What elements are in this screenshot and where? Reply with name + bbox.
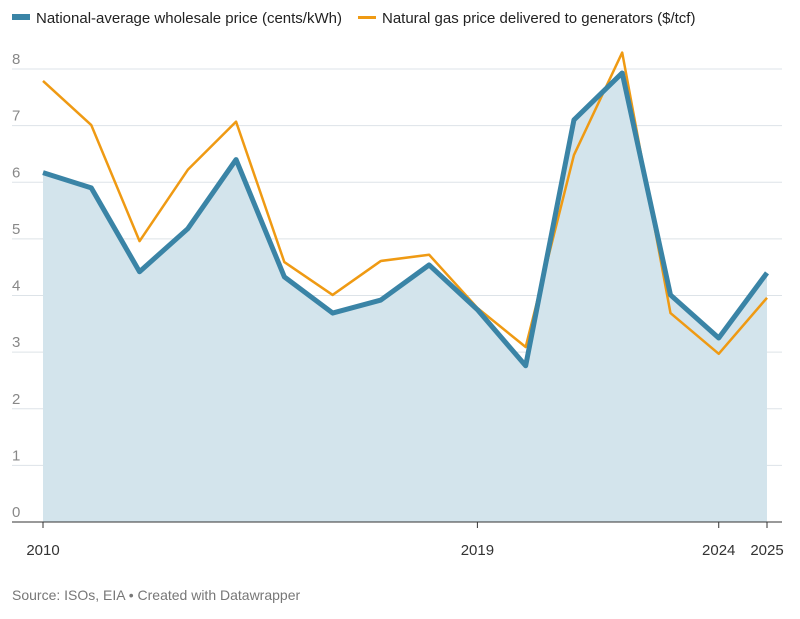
x-tick-label: 2019 <box>461 542 494 559</box>
y-tick-label: 0 <box>12 504 20 521</box>
x-tick-label: 2024 <box>702 542 735 559</box>
source: Source: ISOs, EIA • Created with Datawra… <box>12 587 300 603</box>
y-tick-label: 2 <box>12 391 20 408</box>
x-tick-label: 2010 <box>26 542 59 559</box>
y-tick-label: 1 <box>12 447 20 464</box>
y-tick-label: 3 <box>12 334 20 351</box>
legend-swatch <box>357 16 376 19</box>
y-tick-label: 7 <box>12 108 20 125</box>
y-tick-label: 5 <box>12 221 20 238</box>
line <box>42 70 770 369</box>
y-tick-label: 8 <box>12 51 20 68</box>
areas <box>43 72 767 523</box>
x-tick-label: 2025 <box>750 542 783 559</box>
y-tick-label: 6 <box>12 164 20 181</box>
legend-label: Natural gas price delivered to generator… <box>382 10 695 27</box>
legend-swatch <box>12 14 30 20</box>
area <box>43 72 767 523</box>
legend-label: National-average wholesale price (cents/… <box>36 10 342 27</box>
y-tick-label: 4 <box>12 278 20 295</box>
